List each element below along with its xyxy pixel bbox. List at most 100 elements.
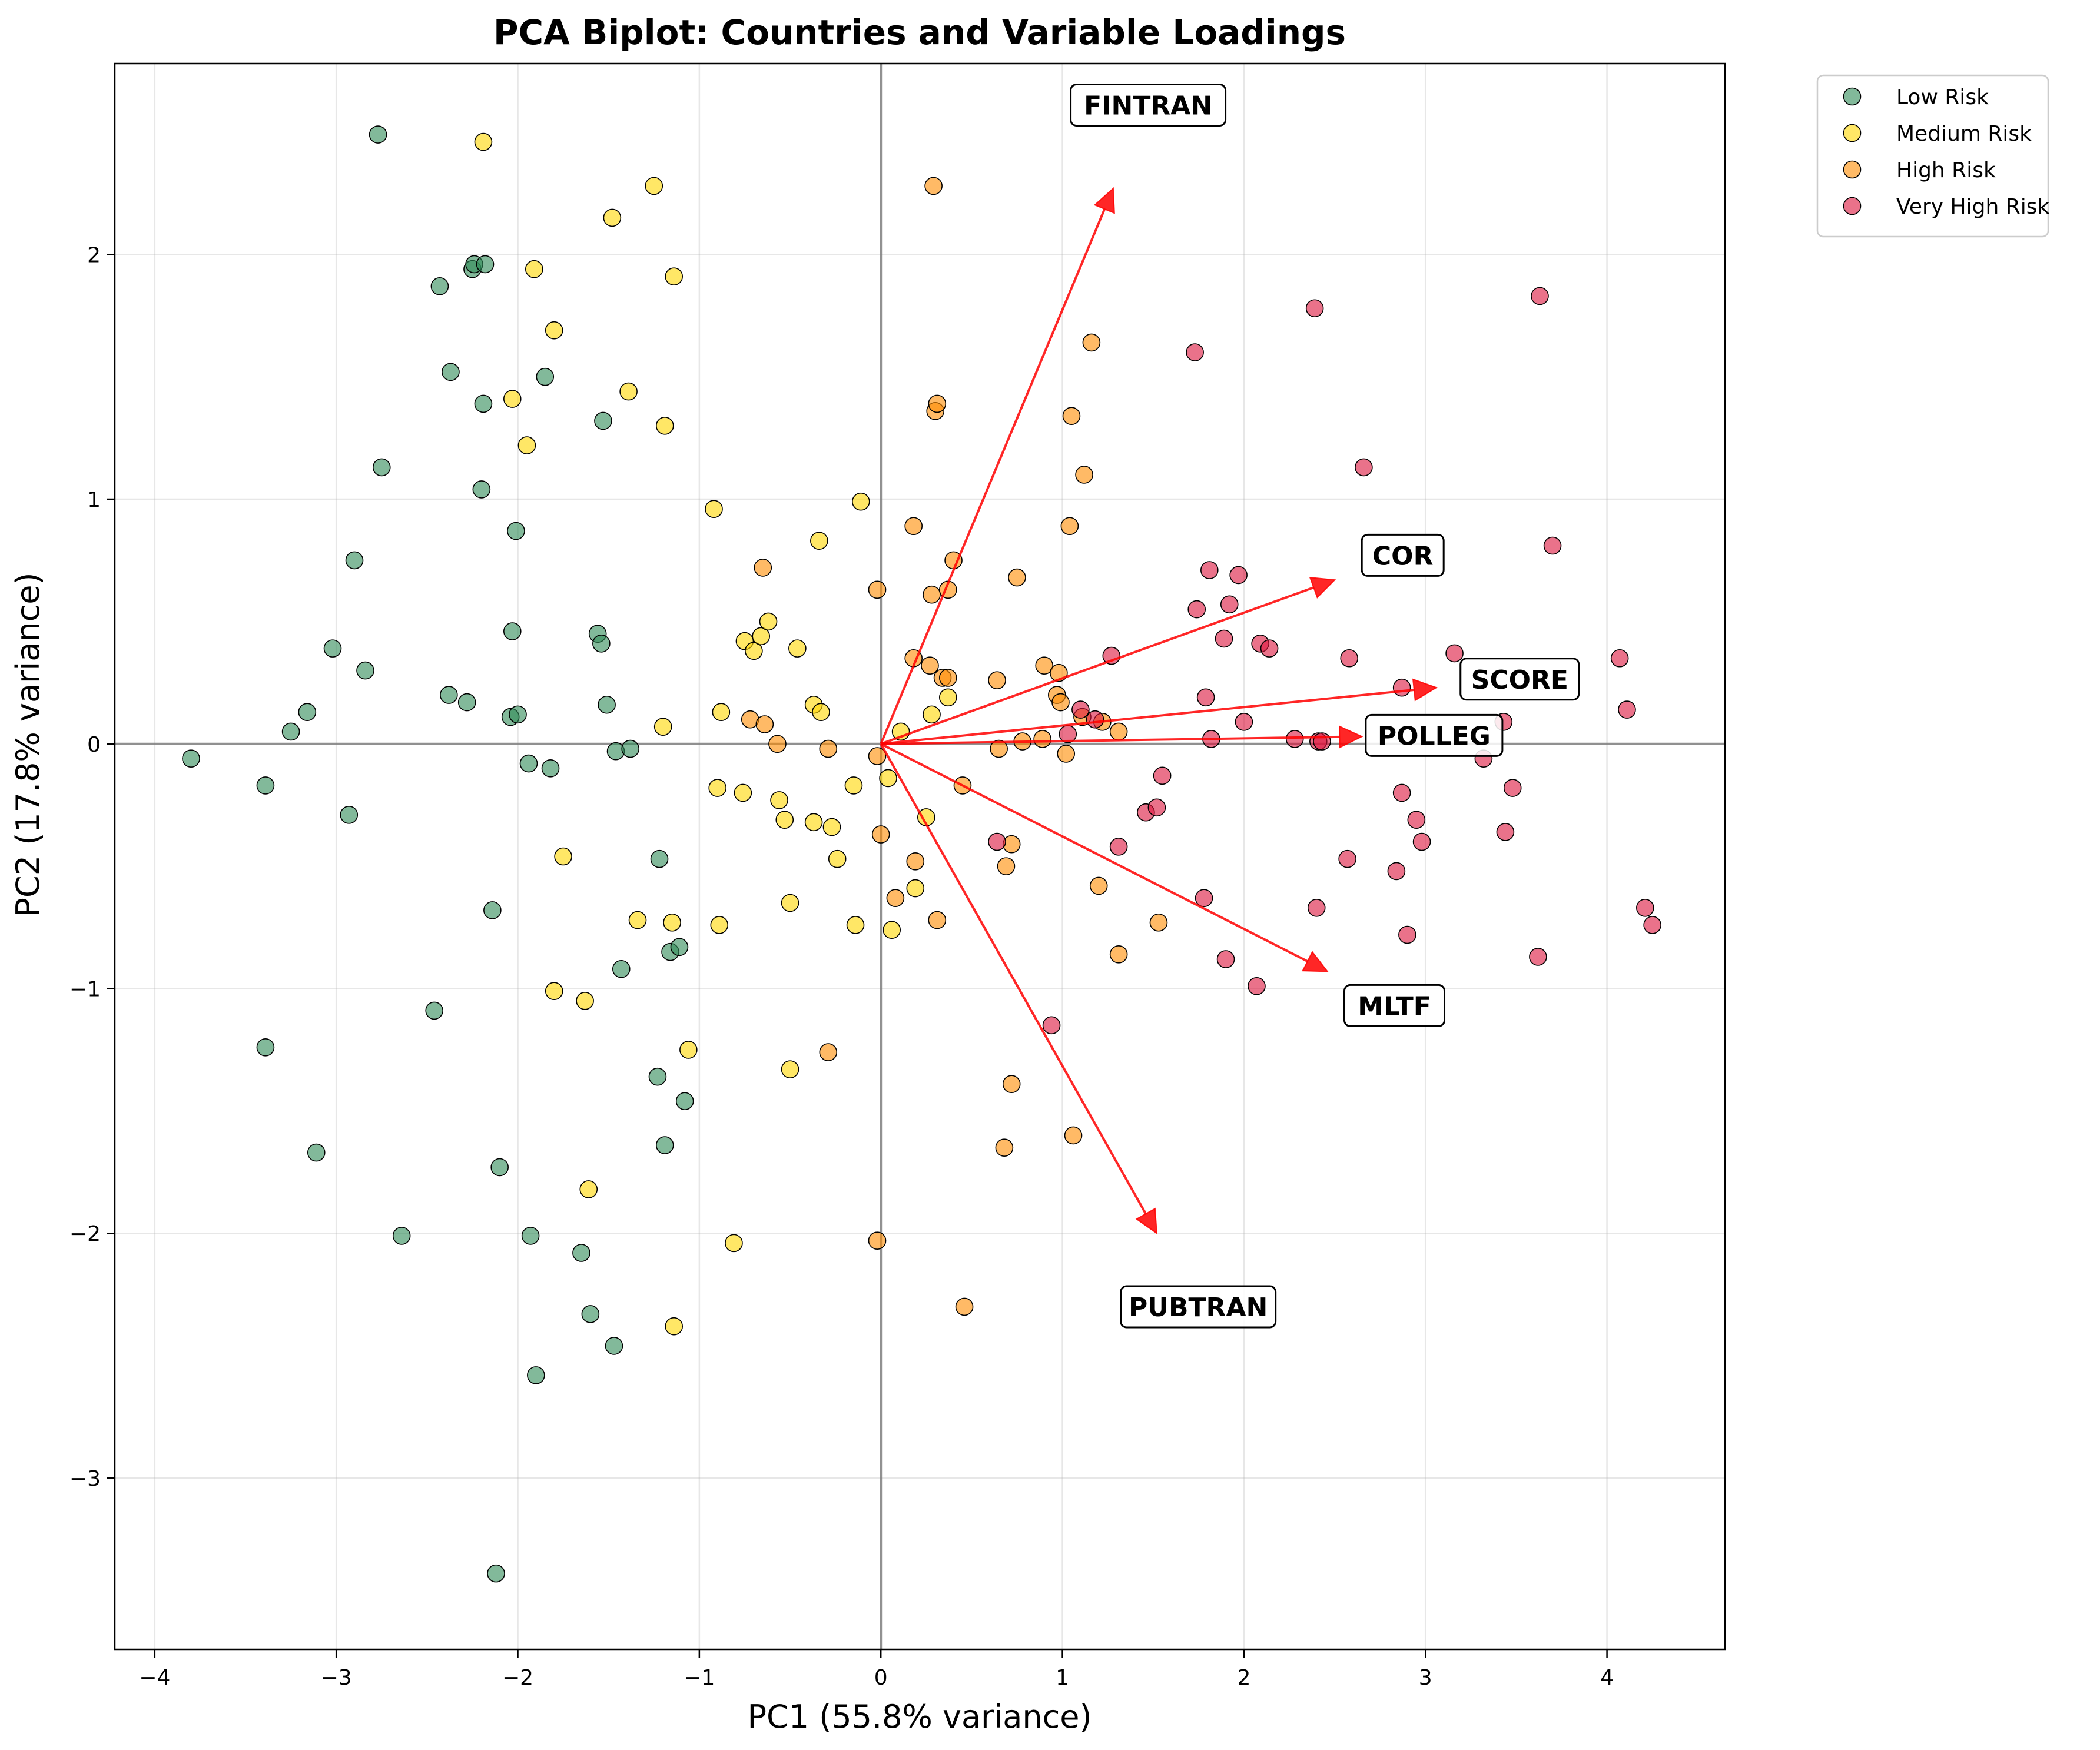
data-point [653, 718, 672, 736]
data-point [995, 1138, 1014, 1157]
data-point [392, 1227, 411, 1245]
data-point [1042, 1016, 1061, 1035]
data-point [868, 1231, 887, 1250]
arrow-shaft [880, 742, 1308, 962]
data-point [1543, 536, 1562, 555]
data-point [883, 921, 901, 939]
data-point [1186, 343, 1204, 361]
legend-item: Medium Risk [1843, 122, 2032, 146]
x-tick-label: −3 [321, 1666, 352, 1690]
arrow-head [1309, 577, 1336, 599]
x-tick-label: 1 [1056, 1666, 1069, 1690]
data-point [655, 416, 674, 435]
data-point [1089, 876, 1108, 895]
data-point [819, 1043, 838, 1061]
y-axis-label: PC2 (17.8% variance) [9, 572, 47, 916]
data-point [819, 739, 838, 758]
data-point [770, 791, 788, 809]
loading-label: COR [1372, 541, 1434, 571]
series-very-high-risk [988, 287, 1661, 1035]
data-point [1220, 595, 1239, 614]
data-point [182, 749, 200, 768]
data-point [1307, 899, 1326, 917]
data-point [1235, 713, 1253, 731]
legend-label: High Risk [1896, 158, 1996, 182]
chart-title: PCA Biplot: Countries and Variable Loadi… [493, 12, 1346, 52]
data-point [472, 480, 491, 499]
loading-arrow-mltf: MLTF [880, 742, 1446, 1027]
data-point [648, 1067, 667, 1086]
data-point [1035, 656, 1054, 675]
data-point [1057, 745, 1076, 763]
data-point [663, 913, 681, 932]
data-point [581, 1305, 600, 1323]
data-point [928, 911, 947, 929]
data-point [356, 661, 374, 680]
data-point [1033, 730, 1051, 748]
data-point [256, 1038, 275, 1057]
loading-label-box [1343, 984, 1446, 1027]
data-point [1008, 568, 1026, 587]
x-tick-label: −2 [502, 1666, 533, 1690]
data-point [1496, 823, 1515, 841]
series-high-risk [741, 177, 1168, 1316]
data-point [1229, 566, 1248, 585]
data-point [1075, 466, 1093, 484]
data-point [712, 703, 731, 722]
arrow-shaft [881, 735, 1340, 745]
arrow-shaft [880, 743, 1147, 1215]
data-point [1215, 629, 1233, 648]
data-point [768, 735, 787, 753]
data-point [490, 1158, 509, 1177]
data-point [1153, 766, 1172, 785]
data-point [503, 622, 522, 640]
data-point [1412, 832, 1431, 851]
data-point [670, 938, 689, 957]
data-point [340, 806, 359, 824]
data-point [345, 551, 364, 570]
scatter-points [182, 125, 1661, 1583]
data-point [1445, 644, 1464, 663]
y-tick-label: 1 [87, 488, 101, 512]
data-point [621, 739, 639, 758]
data-point [554, 847, 572, 866]
data-point [679, 1041, 698, 1059]
data-point [1002, 1075, 1021, 1093]
loading-arrow-score: SCORE [881, 658, 1580, 745]
data-point [603, 208, 622, 227]
data-point [1109, 838, 1128, 856]
data-point [1109, 722, 1128, 741]
data-point [474, 132, 493, 151]
arrow-head [1135, 1207, 1158, 1235]
loading-arrow-fintran: FINTRAN [880, 83, 1227, 745]
data-point [645, 177, 663, 195]
arrow-shaft [880, 586, 1315, 745]
data-point [425, 1001, 443, 1020]
data-point [1503, 779, 1522, 797]
data-point [1086, 710, 1104, 729]
data-point [605, 1337, 623, 1355]
legend-marker [1843, 87, 1862, 106]
data-point [256, 776, 275, 795]
data-point [281, 722, 300, 741]
data-point [1392, 678, 1411, 697]
legend-item: High Risk [1843, 158, 1996, 182]
data-point [509, 705, 527, 724]
data-point [1340, 649, 1359, 668]
data-point [655, 1136, 674, 1154]
data-point [1529, 948, 1547, 966]
data-point [369, 125, 387, 144]
legend-label: Very High Risk [1896, 195, 2049, 219]
axes-frame [114, 62, 1726, 1651]
data-point [705, 500, 723, 518]
data-point [545, 321, 563, 340]
data-point [755, 715, 774, 733]
data-point [868, 580, 887, 599]
data-point [822, 818, 841, 836]
data-point [665, 267, 683, 285]
data-point [483, 901, 502, 919]
arrow-head [1302, 951, 1329, 972]
data-point [1195, 889, 1213, 907]
data-point [1338, 849, 1356, 868]
data-point [665, 1317, 683, 1336]
